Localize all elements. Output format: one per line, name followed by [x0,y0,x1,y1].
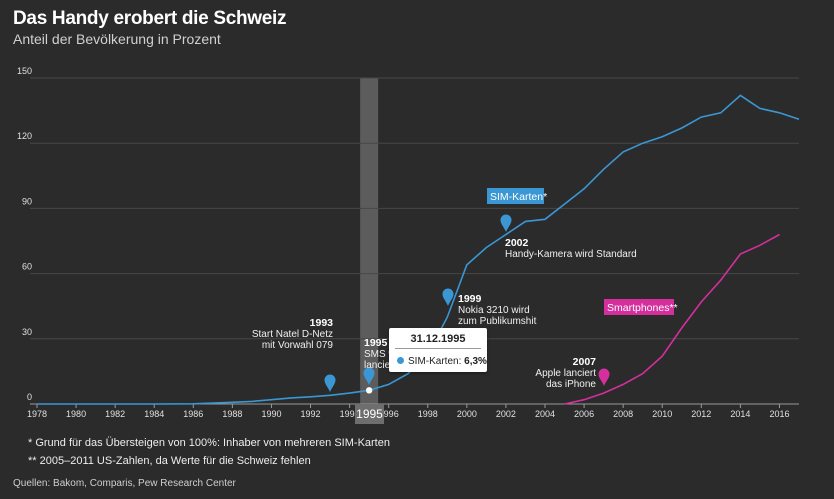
annotation-text: mit Vorwahl 079 [262,340,334,351]
annotation-marker-icon [500,214,512,232]
tooltip-date: 31.12.1995 [395,328,481,349]
legend-label: SIM-Karten* [490,191,547,203]
annotation-text: lancie [364,360,391,371]
legend-box [487,188,544,204]
annotation-year: 1995 [364,337,388,349]
tooltip-row: SIM-Karten: 6,3% [389,349,487,367]
x-tick-label: 1980 [66,409,86,419]
x-tick-label: 1992 [301,409,321,419]
legend-label: Smartphones** [607,302,678,314]
annotation-year: 1993 [310,317,334,329]
x-tick-label: 1984 [144,409,164,419]
series-line-smartphones [564,233,780,405]
tooltip-value: 6,3% [464,356,487,367]
highlight-point [365,387,373,394]
annotation-year: 1999 [458,293,482,305]
annotation-text: Start Natel D-Netz [252,329,333,340]
annotation-text: das iPhone [546,379,596,390]
x-tick-label: 1988 [222,409,242,419]
page-title: Das Handy erobert die Schweiz [13,8,287,29]
source-note: Quellen: Bakom, Comparis, Pew Research C… [13,478,236,489]
tooltip-series-name: SIM-Karten [408,356,459,367]
annotation-text: Apple lanciert [535,368,596,379]
footnote-smartphones: ** 2005–2011 US-Zahlen, da Werte für die… [28,455,311,467]
annotation-marker-icon [442,288,454,306]
x-tick-label: 1994 [340,409,360,419]
legend-box [604,299,674,315]
annotation-text: Nokia 3210 wird [458,305,530,316]
x-tick-label: 2010 [652,409,672,419]
y-tick-label: 0 [27,392,32,402]
x-tick-label: 1978 [27,409,47,419]
y-tick-label: 60 [22,262,32,272]
annotation-marker-icon [598,368,610,386]
page-subtitle: Anteil der Bevölkerung in Prozent [13,31,221,47]
x-tick-label: 2000 [457,409,477,419]
annotation-marker-icon [363,367,375,385]
tooltip-series-dot [397,357,404,364]
x-tick-label: 1990 [261,409,281,419]
annotation-marker-icon [324,374,336,392]
x-tick-label: 2012 [691,409,711,419]
x-tick-label: 1996 [379,409,399,419]
annotation-text: zum Publikumshit [458,316,537,327]
x-tick-label: 1982 [105,409,125,419]
x-tick-label: 2006 [574,409,594,419]
series-line-sim [37,94,800,405]
footnote-sim: * Grund für das Übersteigen von 100%: In… [28,437,390,449]
x-tick-label: 2002 [496,409,516,419]
y-tick-label: 30 [22,327,32,337]
highlight-band [360,78,379,404]
annotation-text: Handy-Kamera wird Standard [505,249,637,260]
x-tick-label: 2004 [535,409,555,419]
x-tick-label: 2008 [613,409,633,419]
annotation-year: 2002 [505,237,529,249]
chart-tooltip: 31.12.1995 SIM-Karten: 6,3% [389,328,487,372]
y-tick-label: 120 [17,131,32,141]
annotation-text: SMS w [364,349,396,360]
highlight-year-label: 1995 [355,404,384,424]
x-tick-label: 2014 [730,409,750,419]
y-tick-label: 150 [17,66,32,76]
y-tick-label: 90 [22,196,32,206]
x-tick-label: 1998 [418,409,438,419]
x-tick-label: 2016 [769,409,789,419]
x-tick-label: 1986 [183,409,203,419]
annotation-year: 2007 [573,356,597,368]
